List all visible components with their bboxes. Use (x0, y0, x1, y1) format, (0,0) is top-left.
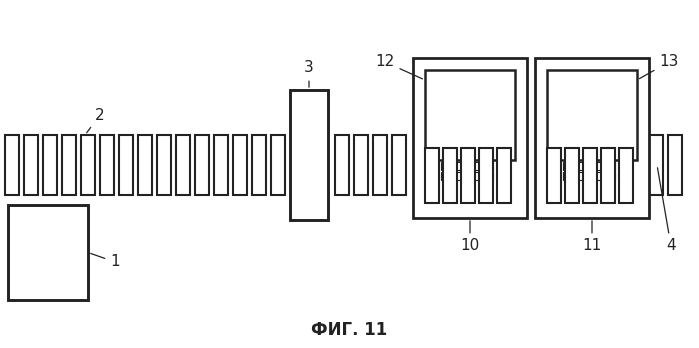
Bar (577, 162, 587, 170)
Bar (483, 172, 493, 180)
Bar (497, 172, 507, 180)
Text: 3: 3 (304, 61, 314, 87)
Text: ФИГ. 11: ФИГ. 11 (311, 321, 387, 339)
Bar (577, 172, 587, 180)
Bar (176, 135, 190, 195)
Bar (425, 70, 515, 160)
Bar (443, 148, 457, 203)
Bar (649, 135, 663, 195)
Bar (479, 148, 493, 203)
Bar (549, 172, 559, 180)
Bar (591, 172, 601, 180)
Bar (252, 135, 266, 195)
Bar (233, 135, 247, 195)
Bar (441, 162, 451, 170)
Bar (5, 135, 19, 195)
Bar (138, 135, 152, 195)
Bar (8, 205, 88, 300)
Bar (373, 135, 387, 195)
Bar (455, 162, 465, 170)
Bar (535, 58, 649, 218)
Bar (605, 162, 615, 170)
Bar (549, 162, 559, 170)
Bar (497, 148, 511, 203)
Bar (601, 148, 615, 203)
Bar (119, 135, 133, 195)
Bar (214, 135, 228, 195)
Text: 2: 2 (87, 108, 105, 133)
Bar (427, 162, 437, 170)
Bar (100, 135, 114, 195)
Bar (455, 172, 465, 180)
Bar (62, 135, 76, 195)
Bar (591, 162, 601, 170)
Bar (427, 172, 437, 180)
Bar (583, 148, 597, 203)
Bar (619, 172, 629, 180)
Bar (335, 135, 349, 195)
Bar (157, 135, 171, 195)
Bar (413, 58, 527, 218)
Bar (469, 172, 479, 180)
Bar (668, 135, 682, 195)
Bar (195, 135, 209, 195)
Bar (547, 70, 637, 160)
Bar (24, 135, 38, 195)
Bar (565, 148, 579, 203)
Text: 1: 1 (91, 253, 120, 269)
Bar (271, 135, 285, 195)
Bar (425, 148, 439, 203)
Bar (619, 162, 629, 170)
Text: 10: 10 (461, 221, 480, 253)
Bar (619, 148, 633, 203)
Bar (605, 172, 615, 180)
Bar (43, 135, 57, 195)
Text: 11: 11 (582, 221, 602, 253)
Bar (354, 135, 368, 195)
Bar (81, 135, 95, 195)
Text: 4: 4 (658, 168, 676, 253)
Bar (392, 135, 406, 195)
Bar (497, 162, 507, 170)
Bar (563, 172, 573, 180)
Bar (563, 162, 573, 170)
Text: 12: 12 (375, 55, 422, 79)
Bar (290, 90, 328, 220)
Bar (547, 148, 561, 203)
Bar (441, 172, 451, 180)
Bar (483, 162, 493, 170)
Text: 13: 13 (640, 55, 679, 79)
Bar (469, 162, 479, 170)
Bar (461, 148, 475, 203)
